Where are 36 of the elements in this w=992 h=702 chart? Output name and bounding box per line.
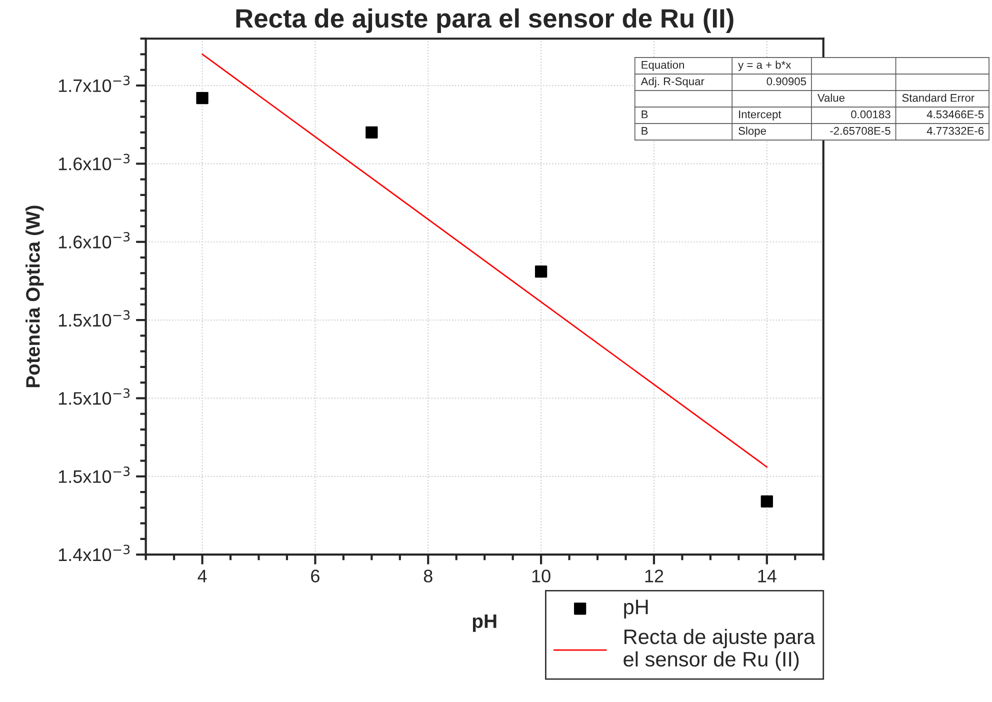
point	[366, 126, 378, 138]
annotation: 0.90905	[766, 77, 806, 86]
y-tick-label: 1.7x10$^{−3}$	[58, 76, 130, 92]
annotation: B	[642, 110, 648, 118]
x-tick-label: 14	[758, 570, 776, 582]
y-tick-label: 1.6x10$^{−3}$	[58, 232, 130, 248]
annotation: Equation	[642, 60, 684, 71]
text: 4.53466E-5	[926, 110, 984, 118]
y-tick-label: 1.5x10$^{−3}$	[58, 310, 130, 327]
legend-label: pH	[624, 600, 648, 618]
y-tick-label: 1.6x10$^{−3}$	[58, 154, 130, 170]
y-tick-label: 1.5x10$^{−3}$	[58, 388, 130, 405]
text: Standard Error	[902, 94, 974, 102]
legend-label: Recta de ajuste para el sensor de Ru (II)	[624, 628, 816, 671]
annotation: B	[642, 127, 648, 135]
y-axis-title: Potencia Optica (W)	[26, 206, 44, 388]
text: 0.00183	[851, 110, 890, 118]
chart-title: Recta de ajuste para el sensor de Ru (II)	[236, 8, 734, 33]
text: -2.65708E-5	[830, 126, 890, 135]
annotation: Adj. R-Squar	[640, 77, 704, 88]
x-tick-label: 6	[311, 570, 320, 582]
point	[196, 92, 208, 104]
annotation: y = a + b*x	[738, 60, 792, 71]
y-tick-label: 1.5x10$^{−3}$	[58, 466, 130, 483]
point	[760, 495, 773, 508]
x-tick-label: 10	[532, 570, 550, 582]
annotation: Slope	[738, 126, 766, 137]
annotation: Value	[817, 94, 845, 102]
y-tick-label: 1.4x10$^{−3}$	[58, 544, 130, 562]
x-tick-label: 12	[645, 570, 664, 582]
x-tick-label: 4	[198, 570, 207, 582]
text: 4.77332E-6	[926, 126, 984, 135]
x-tick-label: 8	[424, 570, 432, 582]
annotation: Intercept	[739, 110, 782, 120]
point	[534, 266, 548, 278]
x-axis-title: pH	[472, 614, 496, 632]
